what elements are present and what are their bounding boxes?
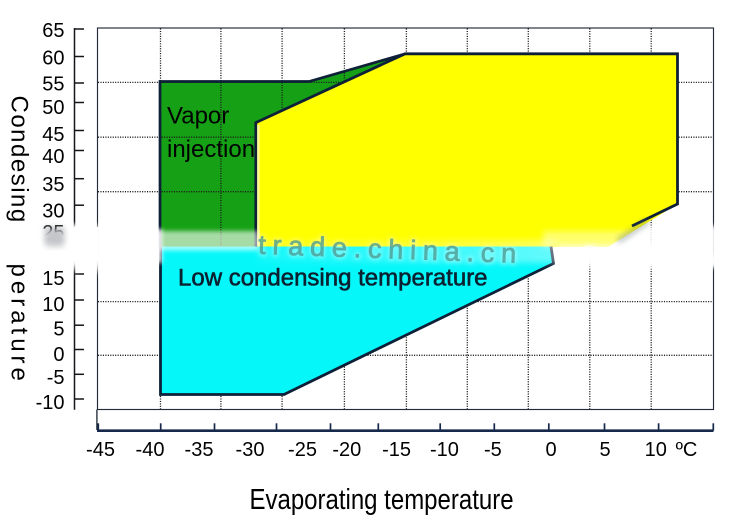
svg-text:60: 60 — [42, 48, 64, 70]
svg-text:Low condensing temperature: Low condensing temperature — [178, 265, 488, 292]
svg-text:50: 50 — [42, 97, 64, 119]
svg-text:40: 40 — [42, 146, 64, 168]
svg-text:perature: perature — [6, 264, 33, 385]
svg-text:-40: -40 — [136, 439, 165, 461]
svg-text:ºC: ºC — [676, 439, 698, 461]
svg-text:Condesing: Condesing — [6, 96, 33, 224]
svg-text:65: 65 — [42, 20, 64, 42]
svg-text:0: 0 — [53, 344, 64, 366]
svg-text:35: 35 — [42, 174, 64, 196]
svg-text:-15: -15 — [382, 439, 411, 461]
svg-text:10: 10 — [645, 439, 667, 461]
svg-text:0: 0 — [545, 439, 556, 461]
svg-text:-10: -10 — [430, 439, 459, 461]
svg-text:-25: -25 — [288, 439, 317, 461]
svg-text:-20: -20 — [332, 439, 361, 461]
svg-text:-5: -5 — [484, 439, 502, 461]
svg-text:55: 55 — [42, 74, 64, 96]
svg-text:-5: -5 — [47, 367, 65, 389]
svg-text:5: 5 — [53, 319, 64, 341]
svg-text:-35: -35 — [185, 439, 214, 461]
svg-text:-45: -45 — [86, 439, 115, 461]
svg-text:45: 45 — [42, 124, 64, 146]
svg-text:15: 15 — [42, 268, 64, 290]
svg-text:Evaporating temperature: Evaporating temperature — [249, 483, 513, 515]
svg-text:injection: injection — [167, 136, 255, 163]
svg-text:10: 10 — [42, 294, 64, 316]
svg-text:-10: -10 — [36, 392, 65, 414]
svg-text:-30: -30 — [236, 439, 265, 461]
svg-text:30: 30 — [42, 201, 64, 223]
svg-text:5: 5 — [599, 439, 610, 461]
svg-text:Vapor: Vapor — [167, 102, 229, 129]
